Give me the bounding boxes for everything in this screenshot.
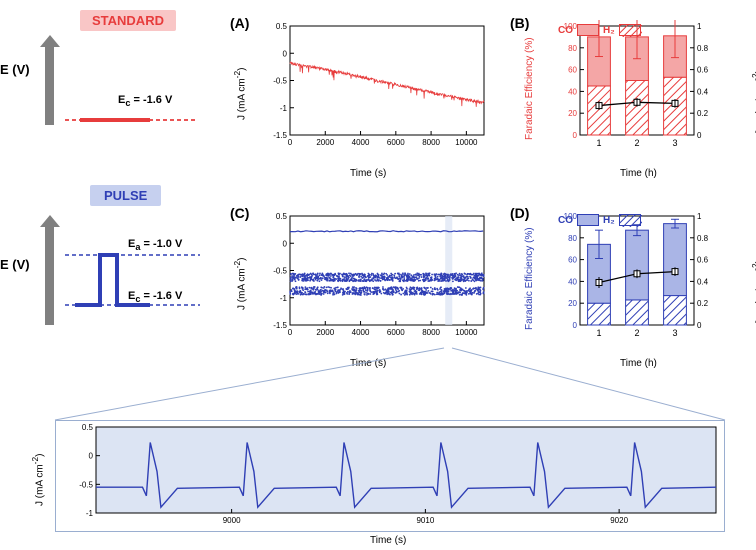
svg-text:8000: 8000 [422,138,440,147]
ec-pulse-label: Ec = -1.6 V [128,290,182,304]
plot-inset: 9000 9010 9020 -1 -0.5 0 0.5 [55,420,725,532]
svg-text:3: 3 [672,328,677,338]
svg-text:0: 0 [89,452,94,461]
svg-text:10000: 10000 [455,328,478,337]
svg-text:1: 1 [596,328,601,338]
svg-text:0.8: 0.8 [697,44,709,53]
plot-D-xlabel: Time (h) [620,358,657,369]
svg-text:0: 0 [573,321,578,330]
svg-text:20: 20 [568,299,577,308]
arrow-up-bot [45,225,54,325]
standard-label: STANDARD [80,10,176,31]
svg-text:0: 0 [573,131,578,140]
svg-text:-0.5: -0.5 [273,267,287,276]
svg-text:0.2: 0.2 [697,299,709,308]
svg-text:2: 2 [634,328,639,338]
plot-B-ylabel: Faradaic Efficiency (%) [524,37,535,140]
svg-text:0.5: 0.5 [276,22,288,31]
svg-text:1: 1 [697,212,702,221]
plot-C-xlabel: Time (s) [350,358,386,369]
svg-text:2000: 2000 [316,138,334,147]
svg-text:0.6: 0.6 [697,66,709,75]
svg-text:0.6: 0.6 [697,256,709,265]
svg-text:0.2: 0.2 [697,109,709,118]
svg-text:6000: 6000 [387,328,405,337]
panel-C-letter: (C) [230,205,249,221]
svg-text:4000: 4000 [352,328,370,337]
svg-text:-0.5: -0.5 [79,480,93,489]
plot-A: 0 2000 4000 6000 8000 10000 -1.5 -1 -0.5 0 0.5 [260,20,490,155]
svg-text:0: 0 [697,131,702,140]
pulse-label: PULSE [90,185,161,206]
ec-std-label: Ec = -1.6 V [118,94,172,108]
svg-text:4000: 4000 [352,138,370,147]
svg-text:0.8: 0.8 [697,234,709,243]
svg-text:60: 60 [568,256,577,265]
plot-C: 0 2000 4000 6000 8000 10000 -1.5 -1 -0.5 0 0.5 [260,210,490,345]
svg-text:0.5: 0.5 [82,423,94,432]
svg-text:0.4: 0.4 [697,87,709,96]
svg-text:8000: 8000 [422,328,440,337]
panel-D-letter: (D) [510,205,529,221]
plot-A-ylabel: J (mA cm-2) [232,68,247,120]
svg-text:20: 20 [568,109,577,118]
svg-text:0.4: 0.4 [697,277,709,286]
svg-text:9020: 9020 [610,516,628,525]
svg-text:2: 2 [634,138,639,148]
ea-pulse-label: Ea = -1.0 V [128,238,182,252]
plot-D-legend: CO H₂ [558,214,641,226]
plot-D-ylabel: Faradaic Efficiency (%) [524,227,535,330]
svg-text:60: 60 [568,66,577,75]
svg-text:-1.5: -1.5 [273,321,287,330]
svg-text:40: 40 [568,87,577,96]
svg-text:0: 0 [283,239,288,248]
svg-text:80: 80 [568,44,577,53]
plot-D-y2label2: JCO (mA cm-2) [750,260,756,325]
svg-text:9000: 9000 [223,516,241,525]
plot-C-ylabel: J (mA cm-2) [232,258,247,310]
ev-label-top: E (V) [0,62,30,77]
svg-text:6000: 6000 [387,138,405,147]
svg-text:80: 80 [568,234,577,243]
svg-text:40: 40 [568,277,577,286]
svg-text:10000: 10000 [455,138,478,147]
svg-text:9010: 9010 [416,516,434,525]
svg-text:-1.5: -1.5 [273,131,287,140]
svg-text:0: 0 [288,138,293,147]
svg-text:-0.5: -0.5 [273,77,287,86]
plot-inset-xlabel: Time (s) [370,535,406,546]
panel-A-letter: (A) [230,15,249,31]
svg-text:0.5: 0.5 [276,212,288,221]
plot-B-y2label2: JCO (mA cm-2) [750,70,756,135]
ev-label-bot: E (V) [0,257,30,272]
panel-B-letter: (B) [510,15,529,31]
svg-text:3: 3 [672,138,677,148]
svg-text:0: 0 [288,328,293,337]
plot-A-xlabel: Time (s) [350,168,386,179]
svg-text:-1: -1 [86,509,94,518]
plot-B-legend: CO H₂ [558,24,641,36]
plot-D: 02040608010000.20.40.60.81123 [552,210,722,345]
plot-inset-ylabel: J (mA cm-2) [30,454,45,506]
svg-text:0: 0 [697,321,702,330]
svg-text:1: 1 [596,138,601,148]
plot-B-xlabel: Time (h) [620,168,657,179]
svg-text:0: 0 [283,49,288,58]
svg-text:2000: 2000 [316,328,334,337]
svg-text:1: 1 [697,22,702,31]
svg-text:-1: -1 [280,104,288,113]
plot-B: 02040608010000.20.40.60.81123 [552,20,722,155]
arrow-up-top [45,45,54,125]
svg-text:-1: -1 [280,294,288,303]
